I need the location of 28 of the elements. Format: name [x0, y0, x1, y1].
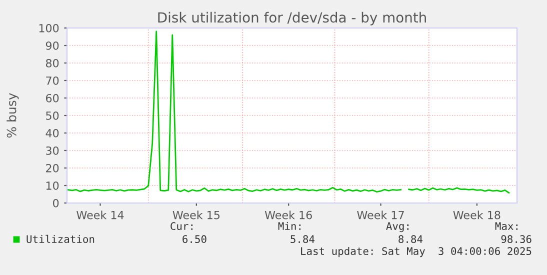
x-tick-label: Week 15	[172, 210, 220, 220]
text: 8.84	[398, 235, 423, 244]
text: 5.84	[290, 235, 315, 244]
legend-label: Utilization	[26, 234, 94, 244]
y-tick-label: 80	[46, 58, 59, 68]
text: Last update: Sat May 3 04:00:06 2025	[301, 246, 532, 258]
y-tick-label: 90	[46, 41, 59, 50]
x-tick-label: Week 14	[76, 210, 124, 220]
y-tick-label: 40	[46, 128, 59, 138]
y-axis-title: % busy	[6, 93, 19, 138]
text: 98.36	[501, 235, 532, 244]
text: Avg:	[386, 222, 408, 232]
y-tick-label: 50	[46, 111, 59, 120]
x-tick-label: Week 17	[357, 210, 404, 220]
y-tick-label: 0	[53, 198, 59, 208]
text: Max:	[495, 222, 518, 230]
text: Cur:	[170, 222, 192, 230]
text: Min:	[278, 222, 300, 230]
y-tick-label: 60	[46, 94, 59, 102]
y-tick-label: 70	[46, 76, 59, 85]
chart-title: Disk utilization for /dev/sda - by month	[158, 12, 426, 26]
y-tick-label: 30	[46, 146, 59, 155]
x-tick-label: Week 16	[264, 210, 312, 220]
x-tick-label: Week 18	[453, 210, 500, 220]
y-tick-label: 100	[39, 24, 59, 32]
y-tick-label: 20	[46, 164, 59, 172]
y-tick-label: 10	[46, 181, 59, 190]
text: 6.50	[182, 235, 206, 244]
